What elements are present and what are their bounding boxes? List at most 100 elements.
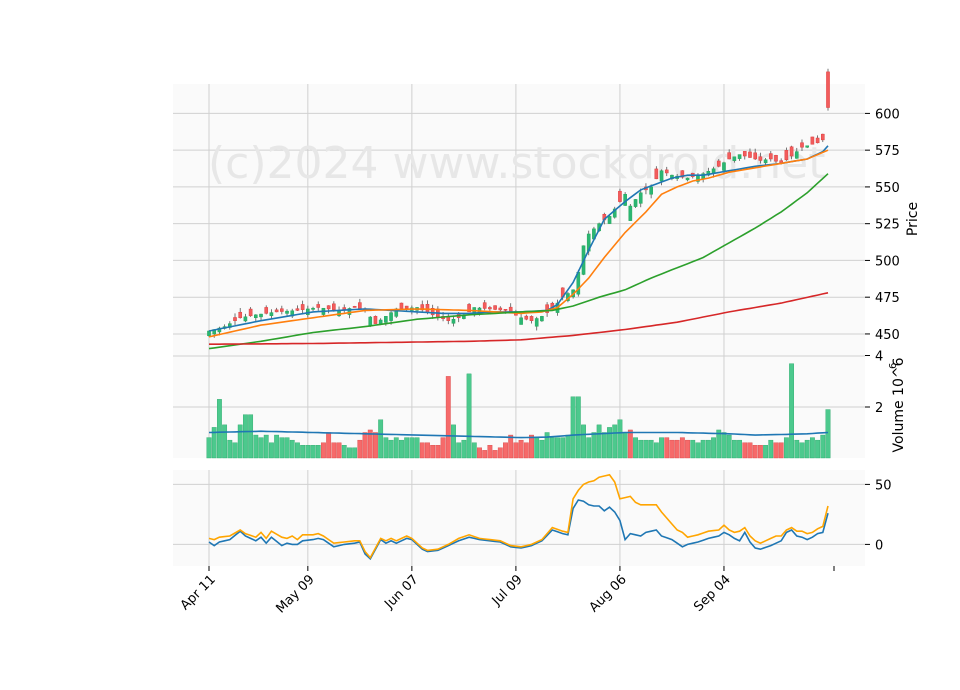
volume-bar (612, 424, 618, 459)
price-tick-label: 575 (875, 144, 900, 159)
candle-body (280, 308, 284, 312)
candle-body (488, 307, 492, 310)
volume-bar (518, 439, 524, 459)
volume-bar (435, 445, 441, 459)
candle-body (732, 156, 737, 161)
volume-bar (492, 450, 498, 459)
candle-body (368, 316, 373, 326)
volume-bar (326, 432, 332, 459)
candle-body (774, 155, 778, 162)
volume-tick-label: 2 (875, 401, 883, 416)
volume-bar (341, 445, 347, 459)
volume-bar (653, 442, 659, 459)
candle-body (727, 152, 731, 160)
volume-bar (248, 414, 254, 459)
candle-body (503, 308, 508, 311)
volume-bar (295, 442, 300, 459)
volume-bar (716, 429, 722, 459)
volume-bar (705, 439, 711, 459)
price-panel-background (173, 84, 865, 356)
candle-body (243, 316, 248, 322)
candle-body (248, 308, 253, 317)
candle-body (628, 205, 633, 221)
volume-bar (596, 424, 602, 459)
volume-bar (638, 439, 644, 459)
candle-body (638, 192, 643, 204)
volume-bar (373, 432, 378, 459)
candle-body (706, 170, 711, 176)
volume-bar (529, 434, 534, 459)
volume-bar (237, 424, 243, 459)
price-tick-label: 500 (875, 254, 900, 269)
volume-bar (575, 396, 581, 459)
volume-bar (216, 399, 222, 459)
volume-bar (404, 437, 410, 459)
candle-body (342, 307, 347, 310)
volume-bar (679, 437, 685, 459)
price-tick-label: 600 (875, 107, 900, 122)
volume-bar (789, 363, 794, 459)
candle-body (534, 318, 539, 327)
volume-bar (544, 432, 550, 459)
volume-bar (367, 429, 373, 459)
volume-bar (591, 432, 597, 459)
moving-average-line (208, 149, 829, 338)
volume-tick-label: 4 (875, 350, 883, 365)
candle-body (716, 160, 721, 167)
volume-bar (362, 432, 368, 459)
candle-body (373, 315, 378, 324)
volume-bar (274, 434, 280, 459)
volume-bar (700, 439, 706, 459)
volume-bar (258, 437, 264, 459)
volume-bar (487, 445, 493, 459)
volume-bar (659, 437, 664, 459)
volume-panel (206, 363, 831, 459)
volume-bar (263, 434, 269, 459)
volume-bar (565, 434, 571, 459)
price-tick-label: 475 (875, 291, 900, 306)
volume-exponent: 6 (888, 363, 899, 369)
volume-bar (581, 424, 586, 459)
volume-bar (378, 419, 384, 459)
candle-body (722, 162, 726, 171)
volume-bar (809, 437, 815, 459)
price-panel (207, 68, 830, 350)
volume-bar (825, 409, 831, 459)
volume-bar (508, 434, 514, 459)
volume-bar (633, 437, 638, 459)
candle-body (758, 156, 763, 161)
volume-bar (279, 437, 285, 459)
indicator-line (208, 499, 829, 561)
volume-bar (388, 439, 394, 459)
candle-body (420, 304, 425, 311)
volume-bar (289, 439, 295, 459)
candle-body (540, 316, 544, 322)
candle-body (269, 312, 274, 316)
candle-body (680, 170, 685, 178)
volume-bar (451, 424, 456, 459)
volume-bar (783, 437, 789, 459)
candle-body (358, 302, 362, 310)
volume-bar (211, 427, 217, 459)
candle-body (748, 151, 752, 158)
x-tick-label: Jul 09 (489, 572, 526, 609)
candle-body (524, 315, 529, 320)
candle-body (737, 154, 742, 159)
volume-bar (336, 442, 342, 459)
volume-bar (409, 437, 415, 459)
candle-body (649, 186, 653, 195)
volume-bar (466, 373, 472, 459)
volume-bar (773, 442, 779, 459)
candle-body (618, 190, 622, 202)
x-tick-label: Aug 06 (587, 572, 630, 615)
candle-body (815, 137, 820, 144)
volume-bar (794, 439, 800, 459)
candle-body (285, 310, 289, 314)
price-tick-label: 525 (875, 218, 900, 233)
candle-body (519, 317, 523, 325)
volume-bar (206, 437, 212, 459)
volume-bar (269, 442, 274, 459)
candle-body (254, 314, 258, 319)
indicator-tick-label: 0 (875, 538, 883, 553)
